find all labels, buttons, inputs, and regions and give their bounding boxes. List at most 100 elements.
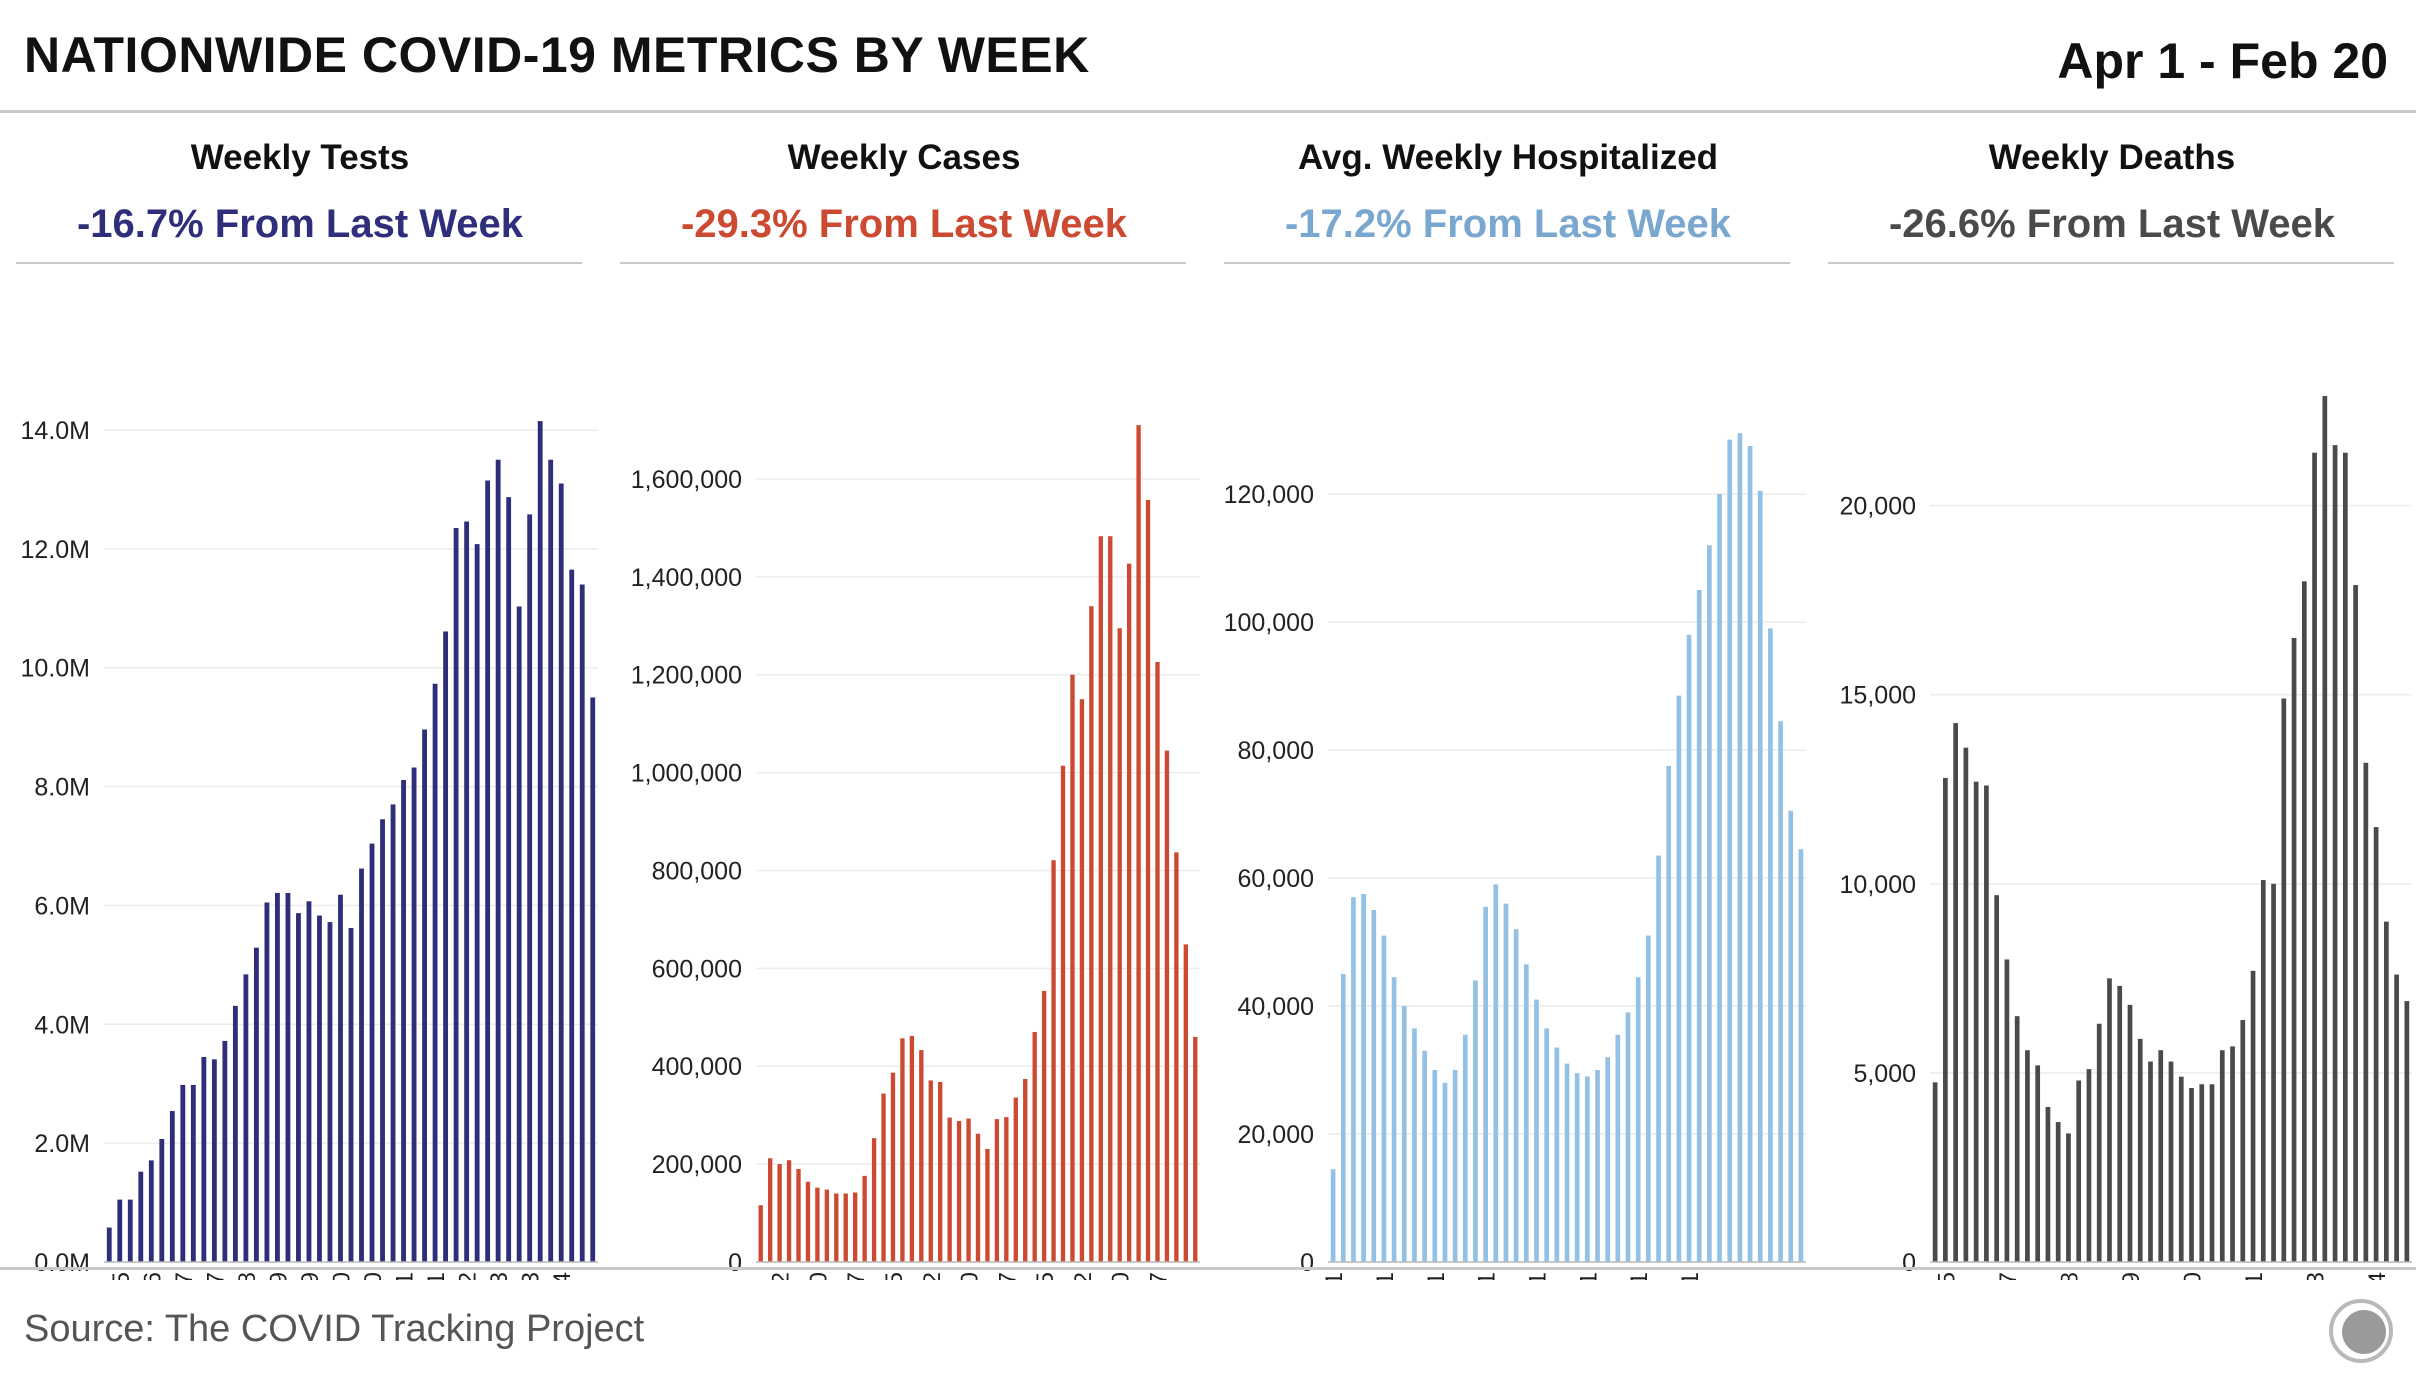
bar bbox=[232, 1005, 238, 1262]
bar bbox=[2076, 1080, 2082, 1262]
bar bbox=[1089, 606, 1094, 1262]
bar bbox=[2014, 1016, 2020, 1262]
y-tick-label: 15,000 bbox=[1840, 682, 1916, 710]
bar bbox=[411, 767, 417, 1262]
bar bbox=[264, 902, 270, 1262]
bar bbox=[180, 1084, 186, 1262]
bar bbox=[1422, 1050, 1427, 1262]
bar bbox=[2189, 1088, 2194, 1262]
bar bbox=[1330, 1169, 1336, 1262]
bar bbox=[1737, 433, 1743, 1262]
y-tick-label: 1,200,000 bbox=[631, 662, 742, 690]
x-tick-label: Nov 22 bbox=[1070, 1272, 1097, 1280]
x-tick-label: May 17 bbox=[171, 1272, 198, 1280]
bar bbox=[994, 1119, 1000, 1262]
bar bbox=[579, 584, 585, 1262]
panel-title: Weekly Tests bbox=[190, 138, 410, 177]
bar bbox=[2168, 1061, 2174, 1262]
panel-change: -17.2% From Last Week bbox=[1284, 202, 1732, 246]
x-tick-label: May 17 bbox=[1995, 1272, 2022, 1280]
bar bbox=[1079, 699, 1085, 1262]
y-tick-label: 100,000 bbox=[1224, 609, 1314, 637]
bar bbox=[190, 1084, 196, 1262]
x-tick-label: Aug 30 bbox=[957, 1272, 984, 1280]
bar bbox=[966, 1118, 971, 1262]
bar bbox=[2148, 1061, 2153, 1262]
bar bbox=[2107, 978, 2112, 1262]
bar bbox=[2178, 1076, 2184, 1262]
y-tick-label: 10.0M bbox=[21, 655, 90, 683]
bar bbox=[1953, 723, 1958, 1262]
bar bbox=[106, 1227, 112, 1262]
bar bbox=[1452, 1070, 1458, 1262]
bar bbox=[1381, 935, 1387, 1262]
bar bbox=[464, 521, 470, 1262]
bar bbox=[2158, 1050, 2164, 1262]
bar bbox=[127, 1199, 133, 1262]
panel-divider bbox=[1224, 262, 1790, 264]
y-tick-label: 14.0M bbox=[21, 417, 90, 445]
bar bbox=[527, 514, 533, 1262]
bar bbox=[1483, 906, 1488, 1262]
chart-weekly-tests: 0.0M 2.0M 4.0M 6.0M 8.0M 10.0M 12.0M 14.0M Apr 5… bbox=[21, 417, 598, 1280]
bar bbox=[1605, 1057, 1611, 1262]
bar bbox=[2373, 827, 2379, 1262]
x-tick-label: Sep 27 bbox=[994, 1272, 1021, 1280]
bar bbox=[443, 631, 449, 1262]
panel-divider bbox=[1828, 262, 2394, 264]
bar bbox=[890, 1072, 896, 1262]
bar bbox=[2240, 1019, 2246, 1262]
x-tick-label: Nov 1 bbox=[1575, 1272, 1602, 1280]
bar bbox=[1013, 1097, 1018, 1262]
bar bbox=[1798, 849, 1804, 1262]
bar bbox=[317, 915, 322, 1262]
bar bbox=[1635, 977, 1641, 1262]
bar bbox=[401, 780, 406, 1262]
bar bbox=[2342, 452, 2348, 1262]
bar bbox=[148, 1160, 154, 1262]
bar bbox=[843, 1193, 848, 1262]
header-divider bbox=[0, 110, 2416, 113]
bar bbox=[1503, 903, 1509, 1262]
bar bbox=[1155, 661, 1160, 1262]
panel-weekly-tests: Weekly Tests -16.7% From Last Week 0.0M 2… bbox=[0, 120, 600, 1280]
bar bbox=[1361, 894, 1366, 1262]
bar bbox=[1473, 980, 1478, 1262]
bar bbox=[2291, 638, 2297, 1262]
y-tick-label: 0 bbox=[1902, 1249, 1916, 1277]
bar bbox=[201, 1056, 207, 1262]
x-tick-label: Sep 20 bbox=[2180, 1272, 2207, 1280]
y-tick-label: 10,000 bbox=[1840, 871, 1916, 899]
bar bbox=[359, 868, 364, 1262]
chart-weekly-cases: 0 200,000 400,000 600,000 800,000 1,000,000 1,… bbox=[631, 425, 1200, 1280]
bar bbox=[1070, 674, 1075, 1262]
x-tick-label: Jun 28 bbox=[234, 1272, 261, 1280]
bar bbox=[516, 606, 522, 1262]
panel-weekly-cases: Weekly Cases -29.3% From Last Week 0 200,… bbox=[604, 120, 1204, 1280]
bar bbox=[1051, 860, 1056, 1262]
bar bbox=[296, 913, 301, 1262]
bar bbox=[815, 1187, 820, 1262]
bar bbox=[2230, 1046, 2235, 1262]
bar bbox=[1513, 929, 1519, 1262]
bar bbox=[777, 1164, 782, 1262]
bar bbox=[432, 683, 438, 1262]
bar bbox=[348, 928, 354, 1262]
bar bbox=[1574, 1073, 1580, 1262]
x-tick-label: Jun 7 bbox=[202, 1272, 229, 1280]
bar bbox=[947, 1117, 952, 1262]
x-tick-label: Oct 25 bbox=[1032, 1272, 1059, 1280]
bar bbox=[1973, 781, 1979, 1262]
x-tick-label: Jul 5 bbox=[881, 1272, 908, 1280]
panel-divider bbox=[620, 262, 1186, 264]
x-tick-label: Jan 24 bbox=[2364, 1272, 2391, 1280]
x-tick-label: Apr 12 bbox=[768, 1272, 795, 1280]
panel-change: -29.3% From Last Week bbox=[680, 202, 1128, 246]
x-tick-label: Aug 9 bbox=[2118, 1272, 2145, 1280]
bar bbox=[2301, 581, 2307, 1262]
bar bbox=[2394, 974, 2399, 1262]
bar bbox=[1696, 590, 1702, 1262]
x-tick-label: Nov 1 bbox=[2241, 1272, 2268, 1280]
bar bbox=[2312, 452, 2317, 1262]
bar bbox=[338, 894, 343, 1262]
